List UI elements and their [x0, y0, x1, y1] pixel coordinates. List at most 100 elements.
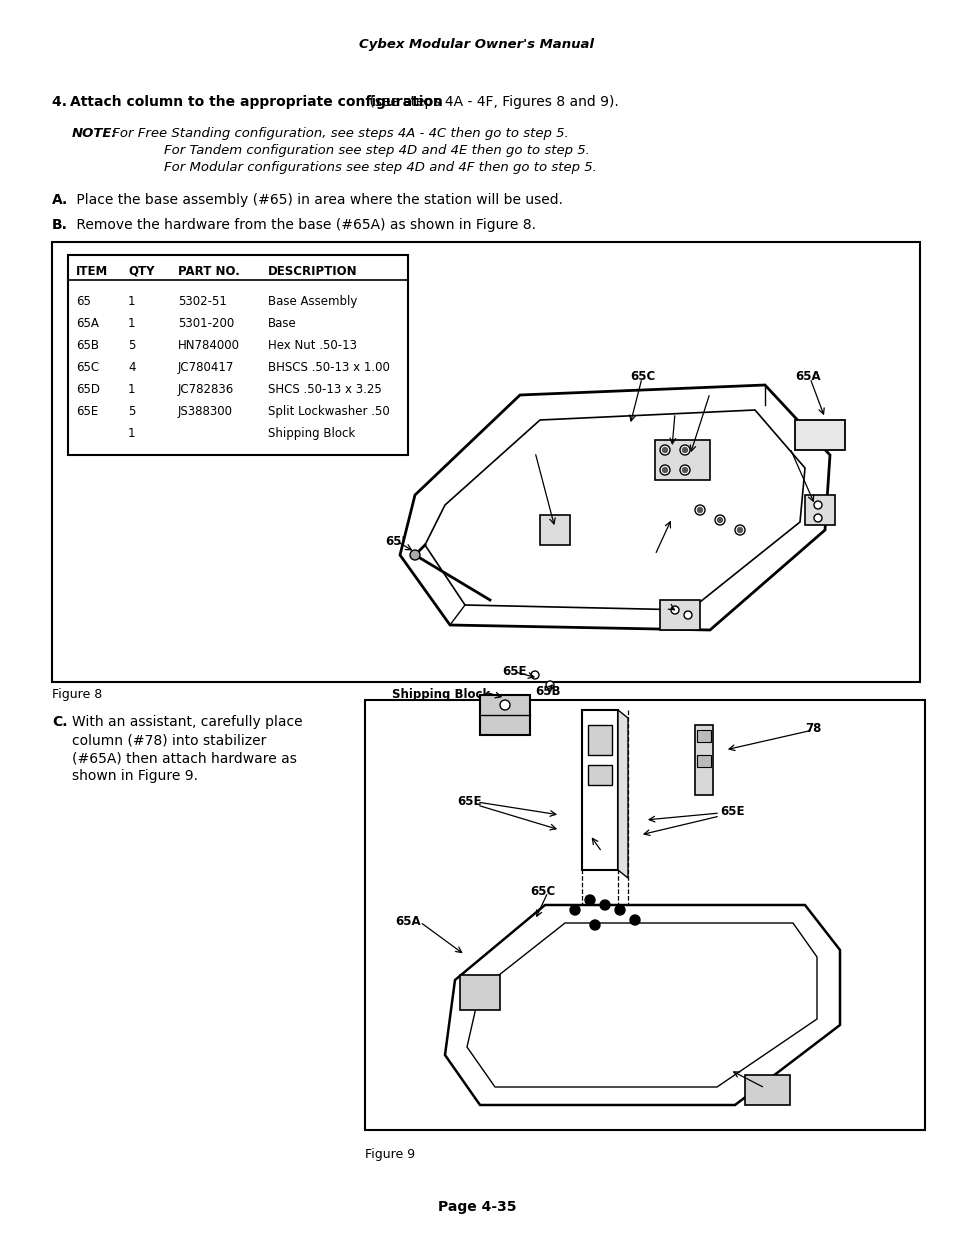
Text: 65E: 65E [720, 805, 743, 818]
Text: A.: A. [52, 193, 69, 207]
Circle shape [679, 466, 689, 475]
Circle shape [681, 447, 687, 452]
Bar [52, 242, 919, 682]
Circle shape [599, 900, 609, 910]
Text: 65E: 65E [456, 795, 481, 808]
Text: 65C: 65C [780, 440, 804, 453]
Circle shape [615, 905, 624, 915]
Text: For Tandem configuration see step 4D and 4E then go to step 5.: For Tandem configuration see step 4D and… [164, 144, 589, 157]
Text: 1: 1 [128, 427, 135, 440]
Circle shape [717, 517, 721, 522]
Bar [581, 710, 618, 869]
Text: 5302-51: 5302-51 [178, 295, 227, 308]
Text: ITEM: ITEM [76, 266, 108, 278]
Polygon shape [794, 420, 844, 450]
Circle shape [545, 680, 554, 689]
Text: Base Assembly: Base Assembly [268, 295, 357, 308]
Text: 65C: 65C [519, 445, 545, 458]
Text: 65D: 65D [76, 383, 100, 396]
Text: BHSCS .50-13 x 1.00: BHSCS .50-13 x 1.00 [268, 361, 390, 374]
Text: 5: 5 [128, 405, 135, 417]
Polygon shape [804, 495, 834, 525]
Circle shape [813, 501, 821, 509]
Text: For Free Standing configuration, see steps 4A - 4C then go to step 5.: For Free Standing configuration, see ste… [108, 127, 568, 140]
Text: B.: B. [52, 219, 68, 232]
Text: 5301-200: 5301-200 [178, 317, 234, 330]
Text: 5: 5 [128, 338, 135, 352]
Text: 65C: 65C [76, 361, 99, 374]
Text: Base: Base [268, 317, 296, 330]
Polygon shape [655, 440, 709, 480]
Text: 65E: 65E [76, 405, 98, 417]
Polygon shape [659, 600, 700, 630]
Text: 65B: 65B [584, 845, 610, 858]
Text: 78: 78 [804, 722, 821, 735]
Text: 65D: 65D [385, 535, 411, 548]
Text: 65C: 65C [754, 1079, 780, 1093]
Text: PART NO.: PART NO. [178, 266, 239, 278]
Text: JS388300: JS388300 [178, 405, 233, 417]
Text: Figure 8: Figure 8 [52, 688, 102, 701]
Text: 1: 1 [128, 317, 135, 330]
Text: 65C: 65C [629, 370, 655, 383]
Text: Hex Nut .50-13: Hex Nut .50-13 [268, 338, 356, 352]
Polygon shape [424, 410, 804, 610]
Text: SHCS .50-13 x 3.25: SHCS .50-13 x 3.25 [268, 383, 381, 396]
Bar [479, 695, 530, 735]
Circle shape [584, 895, 595, 905]
Text: 65B: 65B [76, 338, 99, 352]
Text: Figure 9: Figure 9 [365, 1149, 415, 1161]
Text: QTY: QTY [128, 266, 154, 278]
Bar [697, 755, 710, 767]
Circle shape [714, 515, 724, 525]
Text: 65B: 65B [535, 685, 560, 698]
Text: Shipping Block: Shipping Block [268, 427, 355, 440]
Text: 65B: 65B [664, 405, 690, 417]
Circle shape [734, 525, 744, 535]
Bar [587, 764, 612, 785]
Text: (#65A) then attach hardware as: (#65A) then attach hardware as [71, 751, 296, 764]
Text: Page 4-35: Page 4-35 [437, 1200, 516, 1214]
Circle shape [629, 915, 639, 925]
Text: 1: 1 [128, 383, 135, 396]
Circle shape [681, 468, 687, 473]
Text: Remove the hardware from the base (#65A) as shown in Figure 8.: Remove the hardware from the base (#65A)… [71, 219, 536, 232]
Circle shape [531, 671, 538, 679]
Text: Split Lockwasher .50: Split Lockwasher .50 [268, 405, 390, 417]
Circle shape [410, 550, 419, 559]
Text: 1: 1 [128, 295, 135, 308]
Text: 65: 65 [76, 295, 91, 308]
Text: Cybex Modular Owner's Manual: Cybex Modular Owner's Manual [359, 38, 594, 51]
Polygon shape [459, 974, 499, 1010]
Circle shape [661, 468, 667, 473]
Text: 4.: 4. [52, 95, 76, 109]
Circle shape [569, 905, 579, 915]
Polygon shape [744, 1074, 789, 1105]
Text: 65A: 65A [395, 915, 420, 927]
Circle shape [813, 514, 821, 522]
Text: 65E: 65E [704, 385, 729, 398]
Text: 65A: 65A [76, 317, 99, 330]
Bar [68, 254, 408, 454]
Text: DESCRIPTION: DESCRIPTION [268, 266, 357, 278]
Bar [365, 700, 924, 1130]
Text: Shipping Block: Shipping Block [392, 688, 490, 701]
Polygon shape [399, 385, 829, 630]
Text: With an assistant, carefully place: With an assistant, carefully place [71, 715, 302, 729]
Circle shape [697, 508, 701, 513]
Bar [697, 730, 710, 742]
Text: Attach column to the appropriate configuration: Attach column to the appropriate configu… [70, 95, 442, 109]
Text: 65E: 65E [639, 550, 664, 563]
Text: 4: 4 [128, 361, 135, 374]
Text: JC782836: JC782836 [178, 383, 234, 396]
Text: 65C: 65C [655, 600, 679, 613]
Circle shape [499, 700, 510, 710]
Text: JC780417: JC780417 [178, 361, 234, 374]
Text: (see steps 4A - 4F, Figures 8 and 9).: (see steps 4A - 4F, Figures 8 and 9). [365, 95, 618, 109]
Text: HN784000: HN784000 [178, 338, 240, 352]
Circle shape [683, 611, 691, 619]
Bar [587, 725, 612, 755]
Circle shape [737, 527, 741, 532]
Text: For Modular configurations see step 4D and 4F then go to step 5.: For Modular configurations see step 4D a… [164, 161, 597, 174]
Circle shape [679, 445, 689, 454]
